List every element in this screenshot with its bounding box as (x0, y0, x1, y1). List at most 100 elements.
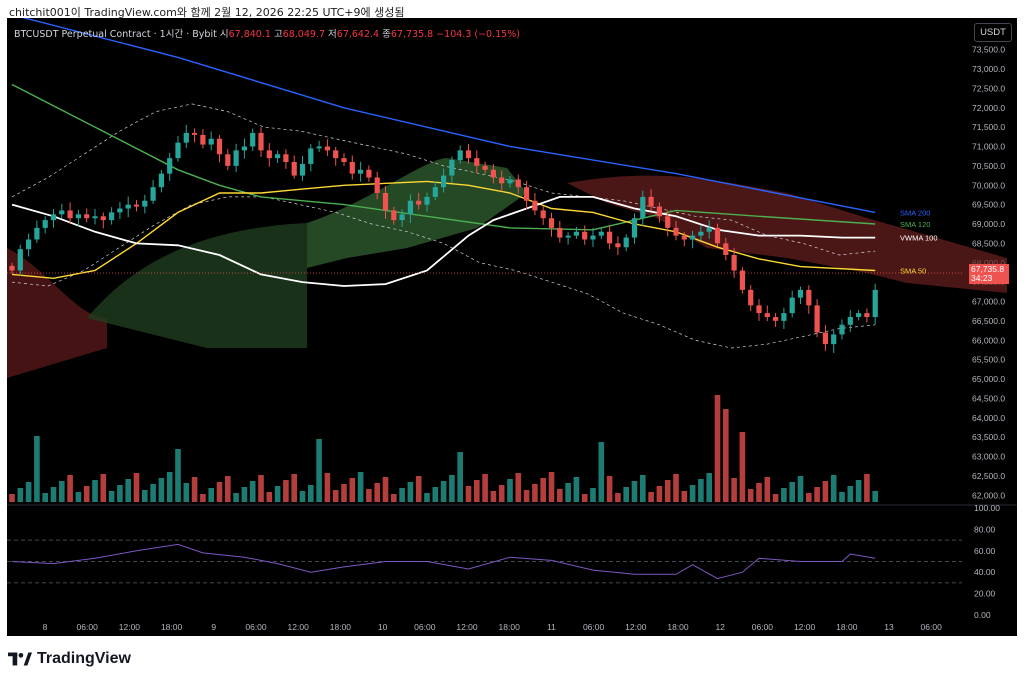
candle-body (333, 150, 339, 159)
low-value: 67,642.4 (336, 29, 380, 40)
volume-bar (208, 488, 214, 502)
volume-bar (523, 490, 530, 502)
volume-bar (822, 481, 829, 502)
candle-body (432, 187, 438, 197)
time-tick-label: 18:00 (161, 622, 183, 632)
volume-bar (739, 432, 746, 502)
symbol-title[interactable]: BTCUSDT Perpetual Contract · 1시간 · Bybit (14, 29, 217, 40)
volume-bar (656, 486, 663, 502)
time-tick-label: 12:00 (456, 622, 478, 632)
candle-body (349, 162, 355, 174)
volume-bar (133, 473, 140, 502)
volume-bar (42, 493, 48, 502)
rsi-tick-label: 0.00 (974, 610, 991, 620)
volume-bar (449, 475, 455, 502)
candle-body (540, 210, 546, 219)
candle-body (474, 158, 480, 166)
close-value: 67,735.8 (390, 29, 434, 40)
volume-bar (17, 488, 24, 502)
volume-bar (781, 488, 787, 502)
candle-body (17, 249, 23, 271)
candle-body (50, 214, 57, 221)
candle-body (117, 208, 123, 213)
time-tick-label: 8 (43, 622, 48, 632)
volume-bar (407, 482, 414, 502)
candle-body (275, 154, 281, 159)
tradingview-logo-text: TradingView (37, 650, 131, 667)
time-tick-label: 06:00 (583, 622, 605, 632)
price-tick-label: 63,000.0 (972, 452, 1005, 462)
candle-body (133, 204, 140, 207)
volume-bar (440, 481, 447, 502)
volume-bar (175, 449, 181, 502)
volume-bar (92, 480, 98, 502)
candle-body (67, 210, 73, 219)
volume-bar (349, 478, 356, 502)
volume-bar (241, 487, 248, 502)
candle-body (847, 317, 853, 325)
candle-body (399, 214, 405, 221)
candle-body (673, 227, 679, 236)
time-tick-label: 12:00 (119, 622, 141, 632)
volume-bar (324, 473, 331, 502)
candle-body (748, 289, 754, 306)
price-tick-label: 71,500.0 (972, 122, 1005, 132)
volume-bar (756, 483, 762, 502)
volume-bar (565, 483, 571, 502)
volume-bar (714, 395, 721, 502)
candle-body (482, 165, 488, 170)
currency-button[interactable]: USDT (974, 23, 1012, 42)
volume-bar (540, 478, 546, 502)
high-label: 고 (273, 29, 283, 40)
volume-bar (806, 493, 812, 502)
volume-bar (283, 480, 289, 502)
price-tick-label: 72,000.0 (972, 103, 1005, 113)
volume-bar (299, 491, 306, 502)
volume-bar (548, 472, 555, 502)
candle-body (872, 289, 878, 317)
time-tick-label: 06:00 (245, 622, 267, 632)
change-value: −104.3 (−0.15%) (436, 29, 520, 40)
time-tick-label: 12:00 (625, 622, 647, 632)
time-tick-label: 9 (211, 622, 216, 632)
candle-body (109, 212, 115, 221)
ichimoku-cloud-red (7, 248, 107, 378)
candle-body (200, 134, 206, 145)
rsi-line (11, 543, 876, 580)
volume-bar (332, 490, 339, 502)
candle-body (640, 196, 646, 219)
price-tick-label: 66,000.0 (972, 335, 1005, 345)
candle-body (100, 216, 106, 221)
candle-body (158, 173, 164, 188)
share-caption: chitchit001이 TradingView.com와 함께 2월 12, … (9, 6, 405, 19)
price-tick-label: 72,500.0 (972, 83, 1005, 93)
candle-body (167, 158, 173, 174)
candle-body (183, 132, 189, 143)
ma-line-sma-50 (11, 180, 876, 280)
candle-body (524, 187, 530, 201)
ichimoku-cloud-red-2 (567, 175, 1007, 293)
tradingview-logo[interactable]: TradingView (8, 650, 131, 668)
volume-bar (490, 491, 497, 502)
volume-bar (648, 492, 654, 502)
candle-body (739, 270, 745, 290)
tradingview-logo-icon (8, 652, 32, 666)
chart-svg: 73,500.0 73,000.0 72,500.0 72,000.0 71,500.0… (7, 14, 1017, 632)
volume-bar (465, 486, 472, 502)
chart-pane[interactable]: 73,500.0 73,000.0 72,500.0 72,000.0 71,500.0… (7, 14, 1017, 636)
candle-body (258, 132, 264, 151)
candle-body (698, 231, 704, 236)
time-tick-label: 13 (884, 622, 894, 632)
price-marker-value: 67,735.8 (971, 264, 1004, 274)
candle-body (548, 218, 555, 228)
candle-body (457, 150, 463, 161)
time-tick-label: 10 (378, 622, 388, 632)
volume-bar (855, 480, 862, 502)
bollinger-lower (11, 196, 876, 349)
open-value: 67,840.1 (228, 29, 271, 40)
volume-bar (673, 474, 679, 502)
time-tick-label: 18:00 (667, 622, 689, 632)
candle-body (59, 210, 65, 215)
candle-body (656, 206, 662, 217)
volume-bar (623, 487, 629, 502)
